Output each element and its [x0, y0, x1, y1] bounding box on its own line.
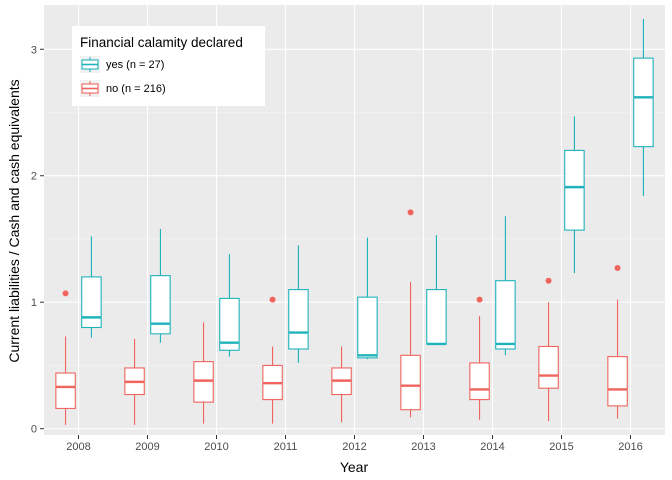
box-yes-2011 [288, 245, 309, 363]
box-yes-2016 [633, 18, 654, 196]
x-tick-label: 2012 [342, 441, 366, 453]
x-tick-label: 2013 [411, 441, 435, 453]
y-tick-label: 2 [31, 171, 37, 183]
box-yes-2008 [81, 236, 102, 338]
box-no-2010 [193, 322, 214, 424]
box-yes-2010 [219, 254, 240, 357]
box-body [426, 289, 447, 345]
x-tick-label: 2016 [618, 441, 642, 453]
box-body [607, 356, 628, 407]
box-body [288, 289, 309, 350]
outlier-point [62, 290, 69, 297]
y-tick-label: 1 [31, 297, 37, 309]
box-no-2008 [55, 290, 76, 425]
box-no-2013 [400, 209, 421, 418]
outlier-point [476, 296, 483, 303]
box-no-2016 [607, 265, 628, 419]
legend-entries: yes (n = 27) no (n = 216) [80, 56, 166, 97]
box-body [193, 361, 214, 403]
x-tick-label: 2008 [66, 441, 90, 453]
x-tick-label: 2009 [135, 441, 159, 453]
legend: Financial calamity declared yes (n = 27)… [72, 26, 265, 106]
outlier-point [407, 209, 414, 216]
box-yes-2013 [426, 235, 447, 346]
legend-label: no (n = 216) [106, 83, 166, 95]
box-yes-2009 [150, 228, 171, 343]
box-body [564, 149, 585, 231]
box-no-2012 [331, 346, 352, 423]
box-body [150, 275, 171, 335]
x-axis-title: Year [340, 459, 369, 475]
box-body [495, 280, 516, 350]
legend-label: yes (n = 27) [106, 59, 164, 71]
y-tick-label: 0 [31, 424, 37, 436]
box-yes-2014 [495, 216, 516, 356]
box-marks [55, 18, 654, 425]
legend-entry-0: yes (n = 27) [80, 56, 164, 73]
legend-entry-1: no (n = 216) [80, 80, 166, 97]
box-body [81, 276, 102, 329]
box-no-2011 [262, 296, 283, 424]
outlier-point [545, 277, 552, 284]
box-no-2014 [469, 296, 490, 420]
outlier-point [614, 265, 621, 272]
box-body [357, 296, 378, 359]
axis-ticks: 0 1 2 3 2008 2009 2010 2011 2012 2013 2014 2015 2016 [31, 44, 643, 453]
y-axis-title: Current liabilities / Cash and cash equi… [6, 79, 22, 362]
box-body [400, 354, 421, 411]
box-no-2009 [124, 338, 145, 425]
box-body [469, 362, 490, 401]
y-tick-label: 3 [31, 44, 37, 56]
box-no-2015 [538, 277, 559, 422]
box-body [633, 57, 654, 148]
x-tick-label: 2014 [480, 441, 504, 453]
x-tick-label: 2010 [204, 441, 228, 453]
x-tick-label: 2011 [274, 441, 298, 453]
box-body [219, 297, 240, 351]
box-body [538, 345, 559, 389]
box-yes-2015 [564, 116, 585, 274]
legend-title: Financial calamity declared [80, 35, 243, 50]
grid-lines [44, 5, 665, 435]
outlier-point [269, 296, 276, 303]
legend-background [72, 26, 265, 106]
box-yes-2012 [357, 237, 378, 360]
x-tick-label: 2015 [549, 441, 573, 453]
box-body [55, 372, 76, 409]
